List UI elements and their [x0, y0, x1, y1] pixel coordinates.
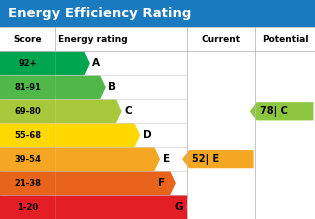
Text: D: D — [143, 130, 151, 140]
Text: 52| E: 52| E — [192, 154, 219, 165]
Text: 81-91: 81-91 — [14, 83, 41, 92]
Bar — [0, 99, 55, 123]
Polygon shape — [55, 147, 160, 171]
Bar — [0, 0, 315, 27]
Text: 69-80: 69-80 — [14, 107, 41, 116]
Polygon shape — [55, 99, 122, 123]
Polygon shape — [55, 123, 140, 147]
Polygon shape — [55, 195, 187, 219]
Text: 92+: 92+ — [18, 59, 37, 68]
Text: 39-54: 39-54 — [14, 155, 41, 164]
Text: B: B — [108, 82, 116, 92]
Text: A: A — [92, 58, 100, 68]
Bar — [0, 75, 55, 99]
Text: G: G — [175, 202, 183, 212]
Text: Current: Current — [202, 35, 241, 44]
Polygon shape — [55, 75, 106, 99]
Polygon shape — [182, 150, 254, 168]
Text: E: E — [163, 154, 170, 164]
Text: 55-68: 55-68 — [14, 131, 41, 140]
Text: Energy Efficiency Rating: Energy Efficiency Rating — [8, 7, 191, 20]
Bar — [0, 27, 315, 51]
Text: 78| C: 78| C — [260, 106, 288, 117]
Text: C: C — [124, 106, 132, 116]
Text: 1-20: 1-20 — [17, 203, 38, 212]
Bar — [0, 195, 55, 219]
Bar — [0, 123, 55, 147]
Text: Energy rating: Energy rating — [58, 35, 128, 44]
Bar — [0, 51, 55, 75]
Text: 21-38: 21-38 — [14, 179, 41, 188]
Polygon shape — [55, 51, 90, 75]
Bar — [0, 147, 55, 171]
Text: F: F — [158, 178, 165, 188]
Text: Potential: Potential — [262, 35, 308, 44]
Polygon shape — [250, 102, 313, 120]
Bar — [0, 171, 55, 195]
Text: Score: Score — [13, 35, 42, 44]
Polygon shape — [55, 171, 176, 195]
